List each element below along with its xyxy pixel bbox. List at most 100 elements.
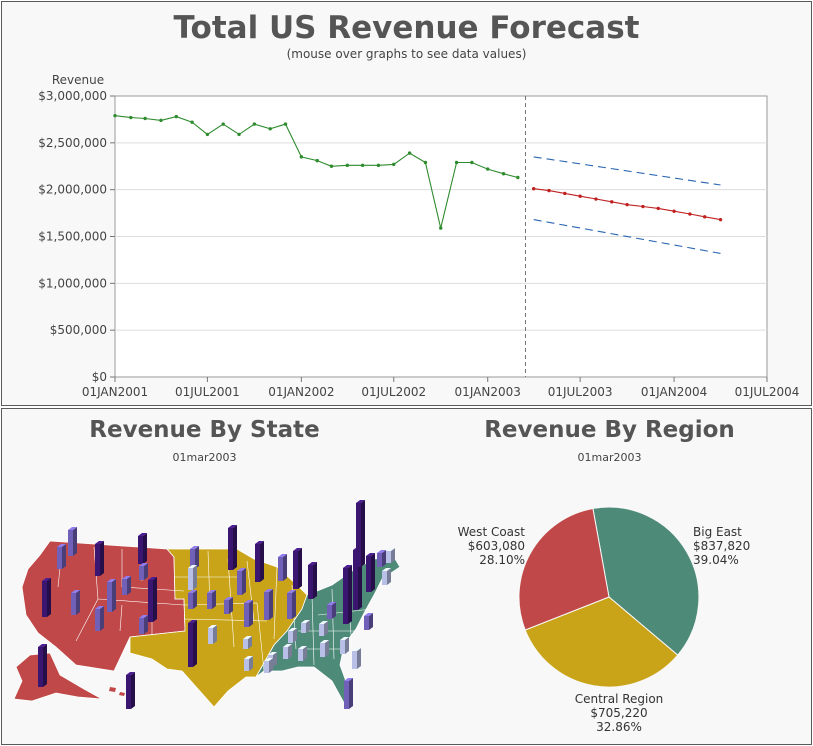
data-point[interactable]: [407, 151, 412, 155]
data-point[interactable]: [656, 206, 660, 211]
data-point[interactable]: [516, 175, 520, 180]
upper-confidence-line[interactable]: [533, 156, 721, 186]
forecast-line-chart[interactable]: $0 $500,000 $1,000,000 $1,500,000 $2,000,000…: [2, 2, 813, 407]
data-point[interactable]: [423, 160, 428, 165]
state-revenue-bar[interactable]: [264, 589, 273, 620]
state-revenue-bar[interactable]: [188, 620, 197, 667]
data-point[interactable]: [625, 202, 629, 207]
state-revenue-bar[interactable]: [243, 636, 252, 649]
state-revenue-bar[interactable]: [386, 548, 395, 563]
pie-slice[interactable]: [518, 507, 610, 631]
state-revenue-bar[interactable]: [327, 602, 336, 619]
data-point[interactable]: [129, 115, 133, 120]
state-revenue-bar[interactable]: [356, 500, 365, 567]
state-revenue-bar[interactable]: [68, 527, 77, 556]
pie-slice[interactable]: [592, 506, 700, 656]
state-revenue-bar[interactable]: [190, 546, 199, 569]
state-revenue-bar[interactable]: [95, 541, 104, 576]
state-revenue-bar[interactable]: [308, 562, 317, 599]
data-point[interactable]: [594, 197, 598, 201]
state-revenue-bar[interactable]: [288, 628, 297, 643]
data-point[interactable]: [454, 160, 459, 165]
data-point[interactable]: [252, 122, 257, 126]
state-revenue-bar[interactable]: [287, 590, 296, 619]
state-revenue-bar[interactable]: [139, 563, 148, 580]
state-revenue-bar[interactable]: [244, 600, 253, 627]
pie-slice[interactable]: [524, 596, 679, 688]
state-revenue-bar[interactable]: [57, 544, 66, 569]
state-revenue-bar[interactable]: [42, 578, 51, 617]
data-point[interactable]: [113, 113, 117, 118]
data-point[interactable]: [392, 162, 396, 167]
data-point[interactable]: [531, 187, 536, 191]
state-revenue-bar[interactable]: [38, 644, 47, 687]
lower-confidence-line[interactable]: [533, 219, 721, 254]
data-point[interactable]: [610, 200, 614, 204]
data-point[interactable]: [190, 120, 194, 124]
data-point[interactable]: [237, 132, 241, 137]
data-point[interactable]: [486, 167, 490, 171]
state-revenue-bar[interactable]: [344, 678, 353, 709]
data-point[interactable]: [501, 172, 506, 176]
data-point[interactable]: [174, 114, 178, 119]
state-revenue-bar[interactable]: [298, 646, 307, 661]
data-point[interactable]: [578, 194, 582, 198]
state-revenue-bar[interactable]: [319, 621, 328, 636]
state-revenue-bar[interactable]: [343, 565, 352, 624]
data-point[interactable]: [376, 163, 381, 168]
state-revenue-bar[interactable]: [71, 590, 80, 615]
data-point[interactable]: [641, 204, 645, 209]
state-revenue-bar[interactable]: [224, 597, 233, 614]
state-revenue-bar[interactable]: [364, 613, 373, 630]
state-revenue-bar[interactable]: [95, 606, 104, 631]
data-point[interactable]: [345, 163, 350, 168]
state-revenue-bar[interactable]: [122, 576, 131, 595]
state-revenue-bar[interactable]: [320, 640, 329, 657]
data-point[interactable]: [547, 188, 551, 193]
state-revenue-bar[interactable]: [126, 672, 135, 709]
data-point[interactable]: [470, 160, 474, 165]
alaska-shape[interactable]: [13, 652, 103, 702]
data-point[interactable]: [315, 158, 319, 163]
data-point[interactable]: [360, 163, 365, 168]
data-point[interactable]: [439, 226, 443, 230]
state-revenue-bar[interactable]: [366, 553, 375, 592]
data-point[interactable]: [688, 212, 692, 216]
state-revenue-bar[interactable]: [208, 625, 217, 644]
state-revenue-bar[interactable]: [138, 533, 147, 564]
data-point[interactable]: [672, 209, 676, 213]
state-revenue-bar[interactable]: [278, 554, 287, 581]
state-revenue-bar[interactable]: [237, 568, 246, 595]
state-revenue-bar[interactable]: [382, 568, 391, 585]
state-revenue-bar[interactable]: [244, 656, 253, 671]
data-point[interactable]: [205, 132, 210, 137]
state-revenue-bar[interactable]: [207, 590, 216, 609]
data-point[interactable]: [299, 155, 304, 159]
data-point[interactable]: [159, 118, 163, 123]
data-point[interactable]: [268, 127, 272, 131]
state-revenue-bar[interactable]: [377, 550, 386, 567]
data-point[interactable]: [283, 122, 288, 126]
data-point[interactable]: [221, 122, 225, 126]
state-revenue-bar[interactable]: [188, 590, 197, 609]
data-point[interactable]: [563, 191, 567, 196]
us-state-map[interactable]: [2, 409, 407, 746]
state-revenue-bar[interactable]: [352, 648, 361, 669]
state-revenue-bar[interactable]: [148, 577, 157, 622]
data-point[interactable]: [329, 164, 334, 168]
state-revenue-bar[interactable]: [107, 579, 116, 612]
state-revenue-bar[interactable]: [188, 565, 197, 590]
state-revenue-bar[interactable]: [264, 658, 273, 673]
state-revenue-bar[interactable]: [301, 620, 310, 633]
data-point[interactable]: [143, 116, 147, 121]
state-revenue-bar[interactable]: [293, 548, 302, 589]
state-revenue-bar[interactable]: [255, 541, 264, 582]
state-revenue-bar[interactable]: [283, 644, 292, 659]
state-revenue-bar[interactable]: [228, 525, 237, 570]
data-point[interactable]: [718, 217, 723, 222]
state-revenue-bars[interactable]: [38, 500, 395, 709]
state-revenue-bar[interactable]: [340, 637, 349, 654]
data-point[interactable]: [703, 215, 707, 219]
state-revenue-bar[interactable]: [139, 615, 148, 634]
